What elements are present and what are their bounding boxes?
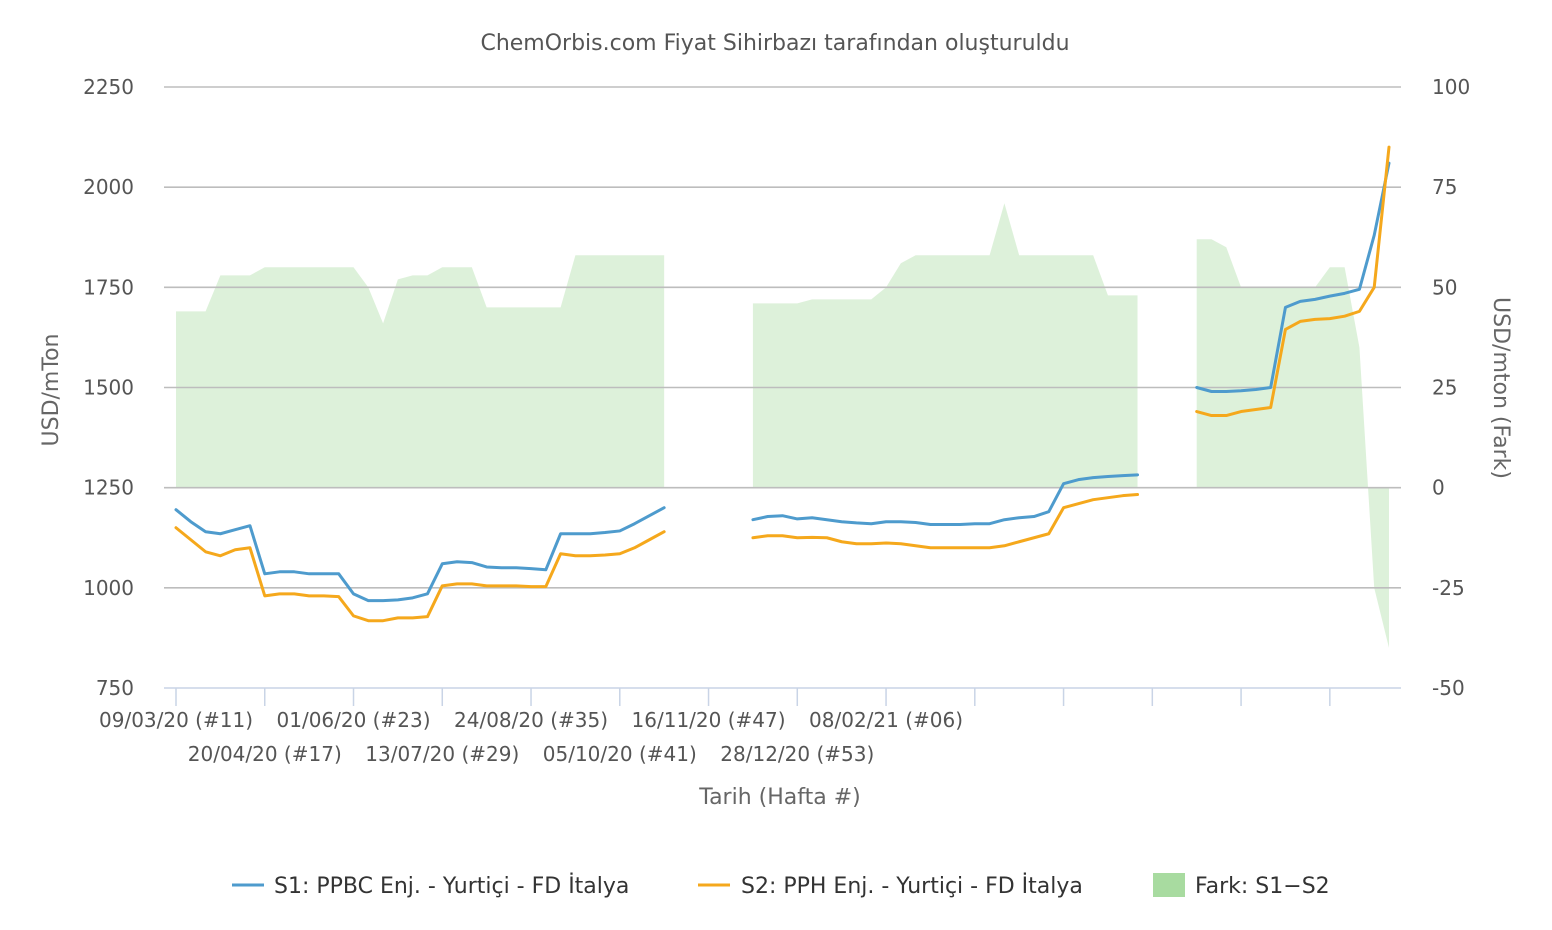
- difference-area-layer: [176, 203, 1389, 648]
- y-tick-label-right: 100: [1432, 75, 1470, 99]
- x-tick-label: 08/02/21 (#06): [809, 708, 963, 732]
- y-tick-label-right: -25: [1432, 576, 1465, 600]
- y-tick-label-left: 750: [96, 676, 134, 700]
- series-line-s1: [174, 506, 666, 603]
- legend-item-difference[interactable]: Fark: S1−S2: [1153, 873, 1330, 899]
- x-tick-label: 20/04/20 (#17): [188, 742, 342, 766]
- x-tick-label: 09/03/20 (#11): [99, 708, 253, 732]
- x-tick-label: 28/12/20 (#53): [720, 742, 874, 766]
- y-tick-label-left: 2000: [83, 175, 134, 199]
- legend-label-difference: Fark: S1−S2: [1195, 874, 1330, 899]
- y-tick-label-right: 25: [1432, 376, 1457, 400]
- x-tick-label: 16/11/20 (#47): [632, 708, 786, 732]
- legend-item-s2[interactable]: S2: PPH Enj. - Yurtiçi - FD İtalya: [698, 873, 1083, 899]
- legend: S1: PPBC Enj. - Yurtiçi - FD İtalya S2: …: [232, 873, 1330, 899]
- gridlines: [164, 86, 1401, 589]
- y-axis-title-right: USD/mton (Fark): [1488, 297, 1513, 479]
- y-tick-label-left: 2250: [83, 75, 134, 99]
- y-tick-label-left: 1500: [83, 376, 134, 400]
- y-tick-label-right: 75: [1432, 175, 1457, 199]
- x-tick-label: 13/07/20 (#29): [365, 742, 519, 766]
- y-tick-label-right: -50: [1432, 676, 1465, 700]
- legend-label-s2: S2: PPH Enj. - Yurtiçi - FD İtalya: [741, 873, 1083, 899]
- series-lines: [174, 145, 1391, 623]
- series-line-s1: [1195, 161, 1391, 394]
- y-axis-title-left: USD/mTon: [39, 334, 64, 447]
- chart-title: ChemOrbis.com Fiyat Sihirbazı tarafından…: [480, 31, 1069, 56]
- y-tick-label-right: 50: [1432, 275, 1457, 299]
- legend-item-s1[interactable]: S1: PPBC Enj. - Yurtiçi - FD İtalya: [232, 873, 629, 899]
- x-axis: 09/03/20 (#11) 01/06/20 (#23) 24/08/20 (#3…: [99, 687, 1401, 766]
- legend-swatch-difference: [1153, 873, 1185, 897]
- x-tick-label: 01/06/20 (#23): [277, 708, 431, 732]
- legend-label-s1: S1: PPBC Enj. - Yurtiçi - FD İtalya: [274, 873, 629, 899]
- y-tick-label-right: 0: [1432, 476, 1445, 500]
- difference-area: [752, 203, 1138, 488]
- y-axis-left: 750 1000 1250 1500 1750 2000 2250: [83, 75, 134, 700]
- series-line-s2: [751, 492, 1140, 550]
- series-line-s1: [751, 473, 1140, 527]
- x-axis-title: Tarih (Hafta #): [698, 785, 860, 810]
- y-axis-right: -50 -25 0 25 50 75 100: [1432, 75, 1470, 700]
- difference-area: [1196, 239, 1389, 648]
- y-tick-label-left: 1000: [83, 576, 134, 600]
- y-tick-label-left: 1250: [83, 476, 134, 500]
- difference-area: [176, 255, 665, 488]
- series-line-s2: [1195, 145, 1391, 418]
- x-tick-label: 24/08/20 (#35): [454, 708, 608, 732]
- series-line-s2: [174, 526, 666, 623]
- y-tick-label-left: 1750: [83, 275, 134, 299]
- x-tick-label: 05/10/20 (#41): [543, 742, 697, 766]
